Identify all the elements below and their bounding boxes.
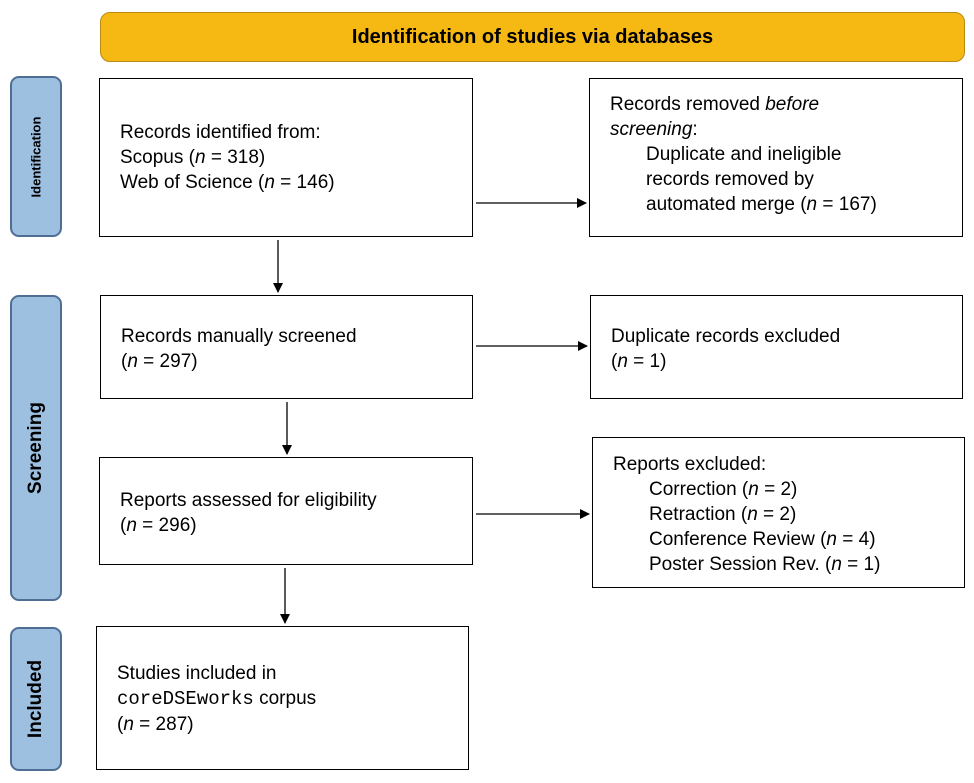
- header-title: Identification of studies via databases: [351, 25, 714, 48]
- phase-identification: Identification: [10, 76, 62, 237]
- assessed-box: Reports assessed for eligibility (n = 29…: [99, 457, 473, 565]
- included-count: (n = 287): [117, 714, 194, 735]
- excluded-correction: Correction (n = 2): [649, 479, 798, 500]
- excluded-poster-session: Poster Session Rev. (n = 1): [649, 554, 881, 575]
- assessed-count: (n = 296): [120, 515, 197, 536]
- records-removed-box: Records removed before screening: Duplic…: [589, 78, 963, 237]
- duplicates-excluded-count: (n = 1): [611, 351, 667, 372]
- records-identified-box: Records identified from: Scopus (n = 318…: [99, 78, 473, 237]
- scopus-count: Scopus (n = 318): [120, 147, 266, 168]
- included-line1: Studies included in: [117, 663, 277, 684]
- excluded-retraction: Retraction (n = 2): [649, 504, 797, 525]
- duplicates-excluded-title: Duplicate records excluded: [611, 326, 841, 347]
- manually-screened-title: Records manually screened: [121, 326, 357, 347]
- manually-screened-box: Records manually screened (n = 297): [100, 295, 473, 399]
- corpus-name: coreDSEworks: [117, 688, 254, 710]
- records-removed-subtitle: screening:: [610, 119, 698, 140]
- excluded-conference-review: Conference Review (n = 4): [649, 529, 876, 550]
- phase-screening: Screening: [10, 295, 62, 601]
- records-removed-title: Records removed before: [610, 94, 820, 115]
- records-identified-title: Records identified from:: [120, 122, 321, 143]
- duplicates-excluded-box: Duplicate records excluded (n = 1): [590, 295, 963, 399]
- diagram-header: Identification of studies via databases: [100, 12, 965, 62]
- reports-excluded-title: Reports excluded:: [613, 454, 767, 475]
- phase-included: Included: [10, 627, 62, 771]
- records-removed-line5: automated merge (n = 167): [646, 194, 877, 215]
- manually-screened-count: (n = 297): [121, 351, 198, 372]
- records-removed-line4: records removed by: [646, 169, 814, 190]
- included-box: Studies included in coreDSEworks corpus …: [96, 626, 469, 770]
- assessed-title: Reports assessed for eligibility: [120, 490, 377, 511]
- reports-excluded-box: Reports excluded: Correction (n = 2) Ret…: [592, 437, 965, 588]
- records-removed-line3: Duplicate and ineligible: [646, 144, 842, 165]
- included-corpus-line: coreDSEworks corpus: [117, 688, 317, 710]
- wos-count: Web of Science (n = 146): [120, 172, 335, 193]
